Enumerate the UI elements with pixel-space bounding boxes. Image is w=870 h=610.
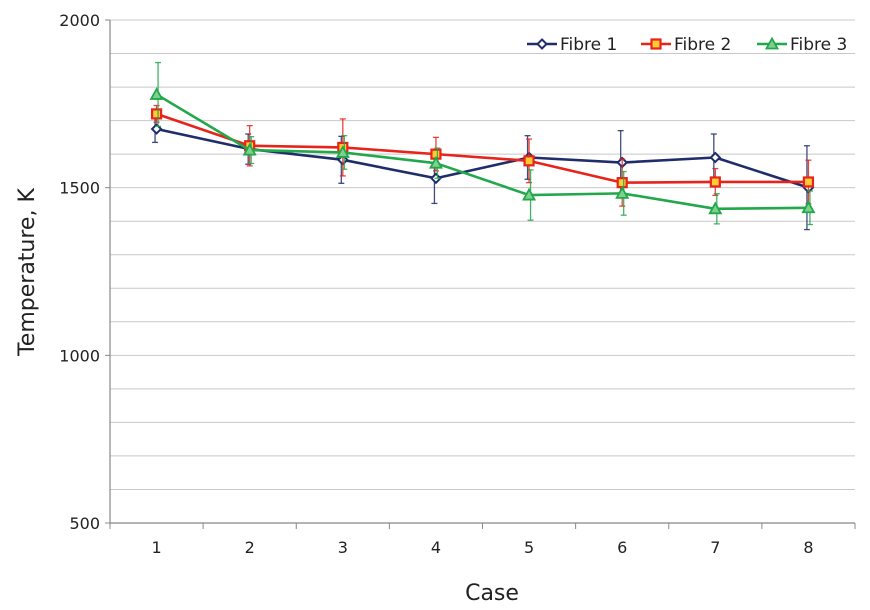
data-point-triangle: [801, 200, 816, 214]
gridlines: [110, 19, 855, 490]
legend: Fibre 1 Fibre 2 Fibre 3: [527, 35, 847, 55]
legend-label: Fibre 2: [674, 35, 731, 55]
series: [149, 61, 816, 231]
x-tick-label: 5: [524, 538, 534, 557]
x-tick-label: 4: [431, 538, 441, 557]
series-3: [149, 61, 816, 226]
data-point-square: [709, 176, 721, 188]
axes: [105, 19, 856, 529]
data-point-square: [616, 177, 628, 189]
data-point-triangle: [764, 36, 780, 50]
data-point-square: [802, 176, 815, 188]
y-tick-label: 1500: [59, 179, 100, 198]
data-point-diamond: [150, 123, 163, 135]
y-axis-title: Temperature, K: [15, 188, 40, 357]
y-tick-label: 500: [69, 514, 100, 533]
legend-item: Fibre 3: [757, 35, 847, 55]
x-tick-label: 2: [245, 538, 255, 557]
y-tick-labels: 500 1000 1500 2000: [59, 11, 100, 533]
x-tick-label: 7: [710, 538, 720, 557]
data-point-triangle: [149, 87, 164, 100]
y-tick-label: 1000: [59, 346, 100, 365]
legend-label: Fibre 3: [790, 35, 847, 55]
y-tick-label: 2000: [59, 11, 100, 30]
x-tick-label: 8: [803, 538, 813, 557]
legend-item: Fibre 2: [641, 35, 731, 55]
x-axis-title: Case: [465, 581, 519, 606]
data-point-triangle: [428, 155, 443, 169]
series-line: [155, 93, 809, 211]
data-point-square: [150, 108, 163, 120]
x-tick-label: 1: [151, 538, 161, 557]
x-tick-label: 3: [338, 538, 348, 557]
data-point-square: [650, 38, 662, 50]
data-point-triangle: [242, 142, 257, 156]
data-point-triangle: [335, 145, 350, 158]
legend-item: Fibre 1: [527, 35, 617, 55]
data-point-diamond: [536, 38, 548, 50]
series-line: [156, 112, 809, 184]
x-tick-label: 6: [617, 538, 627, 557]
legend-label: Fibre 1: [560, 35, 617, 55]
data-point-triangle: [615, 185, 630, 199]
data-point-square: [523, 155, 535, 167]
data-point-triangle: [522, 187, 537, 201]
x-tick-labels: 1 2 3 4 5 6 7 8: [151, 538, 813, 557]
data-point-triangle: [708, 201, 723, 215]
data-point-diamond: [709, 151, 722, 164]
